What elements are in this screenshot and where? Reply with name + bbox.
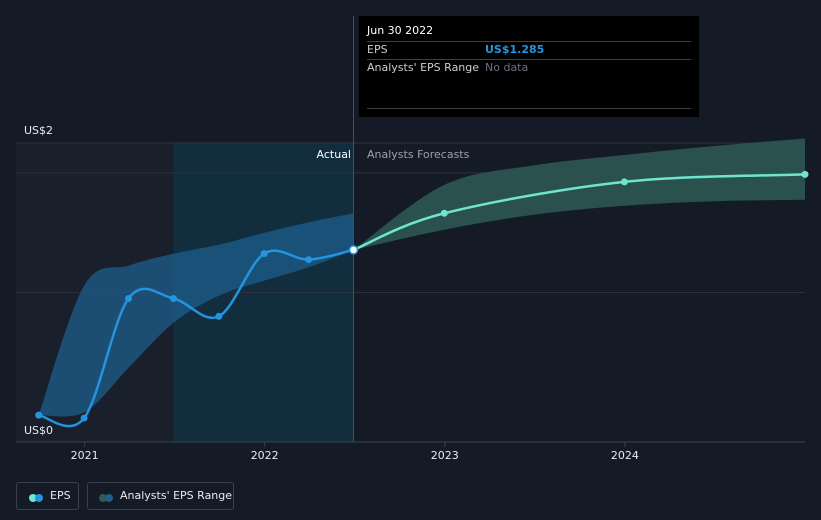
eps-range-band [38, 213, 354, 417]
eps-line [38, 248, 354, 428]
legend-range-label: Analysts' EPS Range [120, 489, 233, 502]
eps-point [305, 256, 313, 264]
eps-point [125, 294, 133, 302]
actual-section-label: Actual [317, 148, 351, 161]
x-tick-label: 2024 [611, 449, 639, 462]
tooltip-eps-value: US$1.285 [485, 43, 545, 56]
forecast-range-band [353, 138, 805, 250]
legend-eps-label: EPS [50, 489, 71, 502]
forecast-point [620, 178, 628, 186]
eps-point [260, 250, 268, 258]
eps-point [348, 245, 359, 255]
tooltip-divider [367, 108, 691, 109]
tooltip-range-value: No data [485, 61, 529, 74]
forecast-point [440, 209, 448, 217]
tooltip-divider [367, 41, 691, 42]
legend-range[interactable]: Analysts' EPS Range [87, 482, 234, 510]
forecast-point [801, 170, 809, 178]
eps-point [80, 414, 88, 422]
x-tick-label: 2021 [71, 449, 99, 462]
eps-legend-icon [29, 492, 43, 502]
tooltip-divider [367, 59, 691, 60]
eps-point [169, 294, 177, 302]
forecast-line [353, 173, 806, 252]
x-tick-label: 2022 [251, 449, 279, 462]
eps-point [215, 312, 223, 320]
eps-point [35, 411, 43, 419]
tooltip-date: Jun 30 2022 [367, 24, 434, 37]
forecast-section-label: Analysts Forecasts [367, 148, 470, 161]
range-legend-icon [99, 492, 113, 502]
legend-eps[interactable]: EPS [16, 482, 79, 510]
tooltip-eps-label: EPS [367, 43, 388, 56]
tooltip: Jun 30 2022 EPS US$1.285 Analysts' EPS R… [359, 16, 699, 117]
x-tick-label: 2023 [431, 449, 459, 462]
y-tick-bottom: US$0 [24, 424, 53, 437]
tooltip-range-label: Analysts' EPS Range [367, 61, 480, 74]
y-tick-top: US$2 [24, 124, 53, 137]
